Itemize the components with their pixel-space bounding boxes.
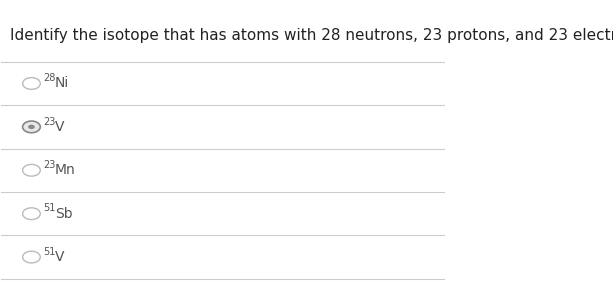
Text: 51: 51 bbox=[44, 203, 56, 213]
Text: 23: 23 bbox=[44, 160, 56, 170]
Text: 28: 28 bbox=[44, 73, 56, 83]
Circle shape bbox=[23, 121, 40, 133]
Text: V: V bbox=[55, 250, 64, 264]
Text: Sb: Sb bbox=[55, 207, 72, 221]
Text: 23: 23 bbox=[44, 117, 56, 127]
Text: 51: 51 bbox=[44, 247, 56, 257]
Text: Ni: Ni bbox=[55, 76, 69, 91]
Text: V: V bbox=[55, 120, 64, 134]
Text: Identify the isotope that has atoms with 28 neutrons, 23 protons, and 23 electro: Identify the isotope that has atoms with… bbox=[10, 28, 613, 43]
Text: Mn: Mn bbox=[55, 163, 75, 177]
Circle shape bbox=[28, 125, 35, 129]
